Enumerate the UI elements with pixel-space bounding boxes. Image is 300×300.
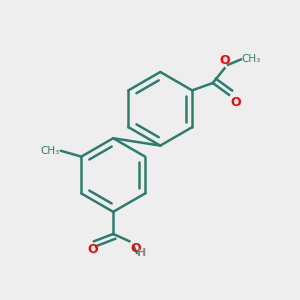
Text: O: O bbox=[130, 242, 141, 255]
Text: H: H bbox=[137, 248, 147, 258]
Text: CH₃: CH₃ bbox=[242, 55, 261, 64]
Text: O: O bbox=[87, 243, 98, 256]
Text: O: O bbox=[219, 54, 230, 67]
Text: CH₃: CH₃ bbox=[40, 146, 59, 156]
Text: O: O bbox=[230, 96, 241, 109]
